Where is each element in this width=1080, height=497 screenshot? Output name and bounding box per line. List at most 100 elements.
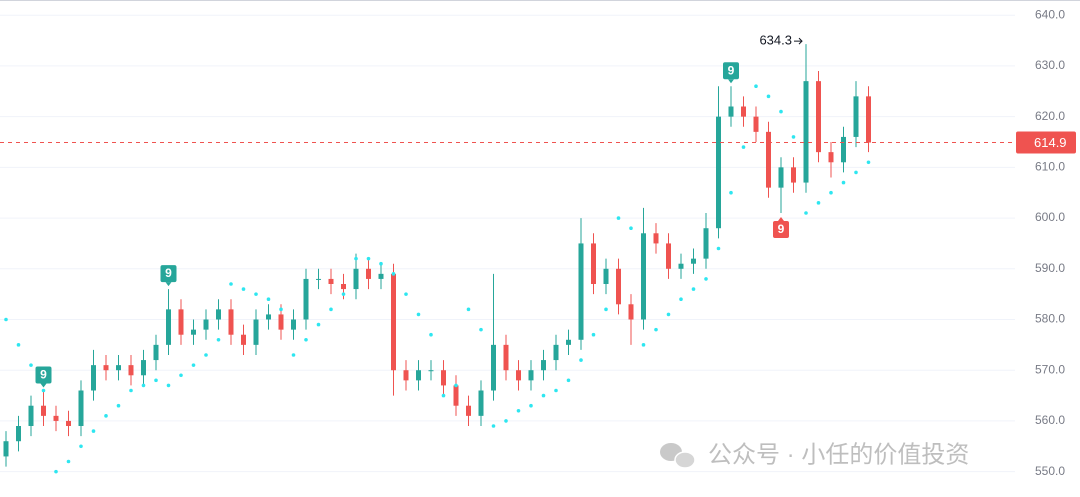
sar-dot xyxy=(141,383,146,388)
sar-dot xyxy=(29,363,33,367)
candle-body xyxy=(91,365,96,391)
candle-body xyxy=(16,426,21,442)
sar-dot xyxy=(804,211,808,215)
sar-dot xyxy=(379,261,383,266)
candle-body xyxy=(203,319,209,330)
candle-body xyxy=(53,415,59,421)
candle-body xyxy=(703,228,709,259)
sar-dot xyxy=(404,292,408,296)
candle-body xyxy=(728,106,734,117)
sar-dot xyxy=(629,226,633,231)
candle-body xyxy=(553,344,559,361)
candle-body xyxy=(28,405,34,426)
td-label: 9 xyxy=(40,368,47,382)
sar-dot xyxy=(466,307,471,312)
overlay: 614.9 634.3 9 9 9 9 xyxy=(0,33,1076,388)
sar-dot xyxy=(679,297,683,302)
sar-dot xyxy=(16,343,21,347)
candle-body xyxy=(841,136,846,163)
sar-dot xyxy=(841,180,846,185)
candle-body xyxy=(566,339,571,345)
sar-dot xyxy=(854,170,858,175)
candle-body xyxy=(628,304,634,320)
td-pointer xyxy=(165,282,172,287)
candle-body xyxy=(853,96,859,137)
candle-body xyxy=(191,329,196,335)
candle-body xyxy=(791,167,796,183)
y-tick-label: 630.0 xyxy=(1035,58,1065,72)
last-price-label: 614.9 xyxy=(1034,135,1067,150)
td-badge xyxy=(35,366,52,384)
candle-body xyxy=(328,278,334,284)
sar-dot xyxy=(366,256,371,261)
sar-dot xyxy=(279,307,283,312)
watermark-text: 公众号 · 小任的价值投资 xyxy=(708,441,969,468)
sar-dot xyxy=(266,297,271,302)
sar-dot xyxy=(529,403,533,408)
candle-body xyxy=(578,243,584,340)
candle-body xyxy=(353,268,359,290)
candle-body xyxy=(528,370,534,381)
sar-dot xyxy=(316,322,321,327)
candle-body xyxy=(641,233,646,320)
candle-body xyxy=(453,385,459,406)
sar-dot xyxy=(91,429,96,433)
sar-dot xyxy=(866,160,871,165)
candle-body xyxy=(816,81,821,153)
td-label: 9 xyxy=(728,63,735,77)
grid: 550.0 560.0 570.0 580.0 590.0 600.0 610.0 620.0… xyxy=(0,7,1065,478)
sar-dot xyxy=(179,373,183,378)
candle-body xyxy=(691,258,696,264)
td-badge xyxy=(723,62,739,80)
sar-dot xyxy=(391,272,396,276)
candle-body xyxy=(766,131,771,188)
sar-dot xyxy=(441,393,446,398)
watermark: 公众号 · 小任的价值投资 xyxy=(660,441,969,469)
candle-body xyxy=(441,370,446,386)
candle-body xyxy=(428,370,434,372)
candle-body xyxy=(478,390,484,416)
sar-dot xyxy=(66,459,71,464)
candle-body xyxy=(166,309,171,345)
high-label: 634.3 xyxy=(759,33,792,48)
candle-body xyxy=(753,116,759,132)
sar-dot xyxy=(454,383,458,388)
candle-body xyxy=(253,319,259,345)
sar-dot xyxy=(116,403,121,408)
sar-dot xyxy=(791,135,796,139)
sar-dot xyxy=(516,408,521,413)
sar-dot xyxy=(566,378,571,383)
candle-body xyxy=(228,309,234,335)
candle-body xyxy=(291,319,296,330)
sar-dot xyxy=(241,287,246,291)
td-badge xyxy=(160,265,177,283)
y-tick-label: 590.0 xyxy=(1035,261,1065,275)
sar-dot xyxy=(479,327,483,332)
sar-dot xyxy=(829,190,833,195)
sar-dot xyxy=(491,424,496,428)
sar-dot xyxy=(654,327,658,332)
sar-dot xyxy=(166,383,171,388)
sar-dot xyxy=(641,343,646,347)
y-tick-label: 570.0 xyxy=(1035,362,1065,376)
td-pointer xyxy=(40,383,47,388)
sar-dot xyxy=(4,317,8,322)
candle-body xyxy=(466,405,471,416)
sar-dot xyxy=(291,353,296,357)
candle-body xyxy=(116,365,121,371)
sar-dot xyxy=(129,388,133,393)
candle-body xyxy=(391,273,396,371)
last-price-box xyxy=(1016,131,1076,154)
sar-dot xyxy=(79,444,83,449)
candle-body xyxy=(128,365,134,376)
sar-dot xyxy=(216,337,221,342)
candle-body xyxy=(316,278,321,280)
sar-dot xyxy=(191,363,196,367)
candle-body xyxy=(266,314,271,320)
y-tick-label: 560.0 xyxy=(1035,413,1065,427)
sar-dot xyxy=(541,393,546,398)
sar-dot xyxy=(329,307,333,312)
candle-body xyxy=(741,106,746,117)
sar-dot xyxy=(779,109,783,114)
